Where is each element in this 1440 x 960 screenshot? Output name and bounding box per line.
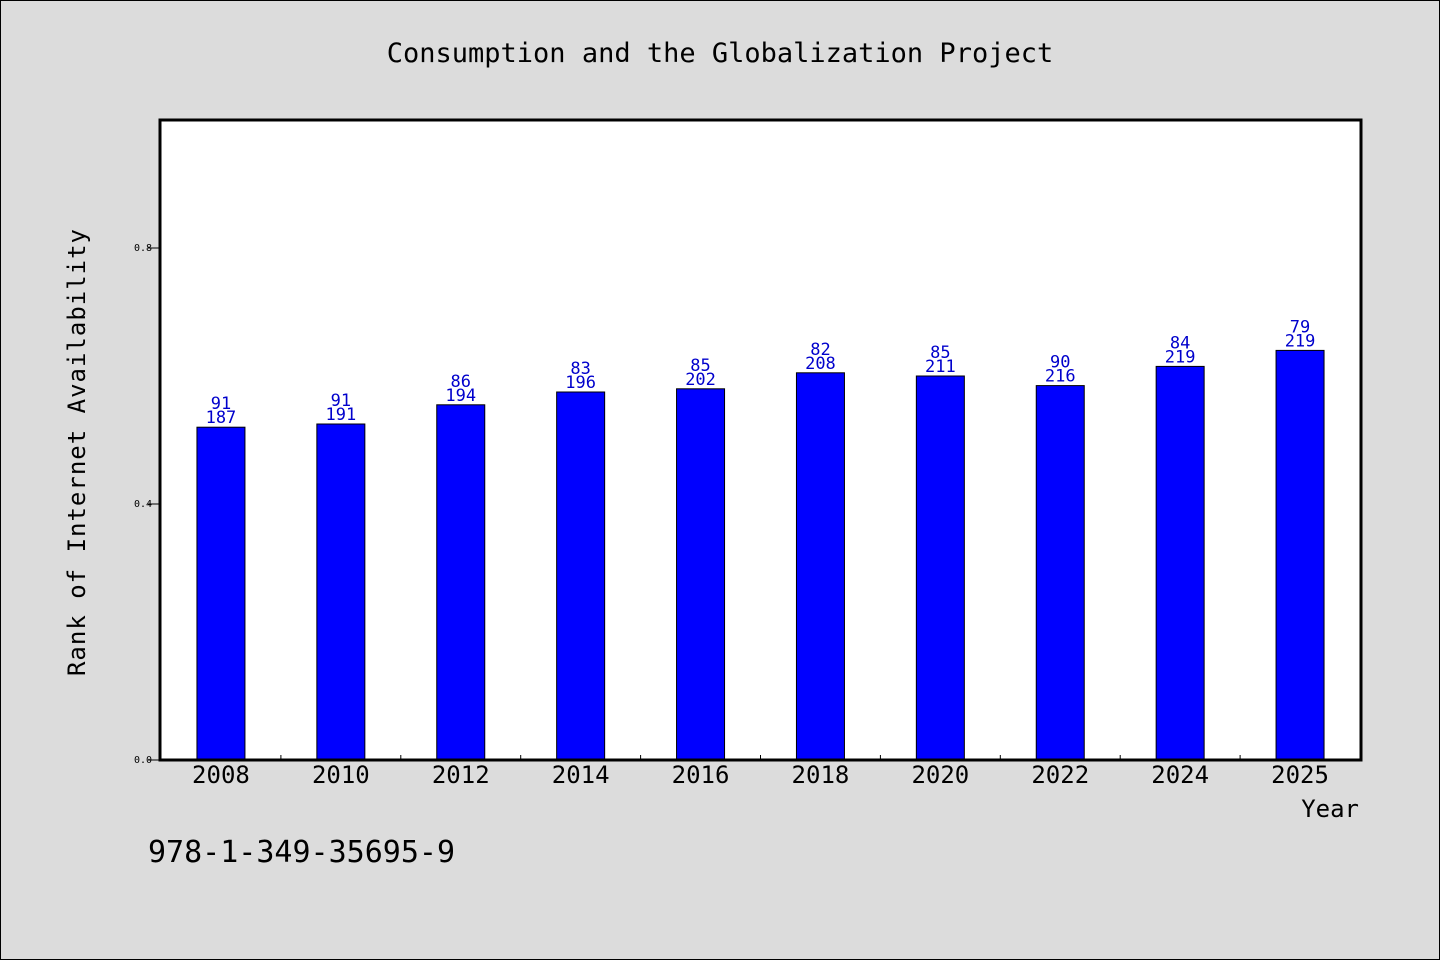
bar-2016 (676, 388, 726, 761)
x-tick-label-2025: 2025 (1271, 761, 1329, 789)
data-label-top-2022: 90 (1050, 353, 1070, 373)
bar-2024 (1155, 365, 1205, 761)
data-label-bottom-2024: 219 (1165, 347, 1196, 367)
x-tick-label-2008: 2008 (192, 761, 250, 789)
bar-2025 (1275, 349, 1325, 761)
x-tick-label-2014: 2014 (552, 761, 610, 789)
y-tick-label-0.4: 0.4 (134, 499, 152, 510)
y-tick-label-0.8: 0.8 (134, 243, 152, 254)
data-label-bottom-2020: 211 (925, 357, 956, 377)
bar-2010 (316, 423, 366, 761)
bar-2008 (196, 426, 246, 761)
data-label-top-2024: 84 (1170, 333, 1190, 353)
x-axis-ticks: 2008 2010 2012 2014 2016 2018 2020 2022 2024 2025 (192, 755, 1329, 789)
data-label-top-2016: 85 (690, 356, 710, 376)
data-label-bottom-2014: 196 (565, 373, 596, 393)
x-axis-label: Year (1301, 795, 1359, 823)
data-label-top-2014: 83 (570, 359, 590, 379)
y-tick-label-0.0: 0.0 (134, 755, 152, 766)
data-label-bottom-2008: 187 (206, 408, 237, 428)
data-label-bottom-2018: 208 (805, 354, 836, 374)
x-tick-label-2020: 2020 (911, 761, 969, 789)
data-label-bottom-2022: 216 (1045, 367, 1076, 387)
data-label-bottom-2016: 202 (685, 370, 716, 390)
data-label-bottom-2025: 219 (1285, 331, 1316, 351)
x-tick-label-2018: 2018 (792, 761, 850, 789)
bar-2014 (556, 391, 606, 761)
data-label-top-2020: 85 (930, 343, 950, 363)
x-tick-label-2022: 2022 (1031, 761, 1089, 789)
isbn-text: 978-1-349-35695-9 (148, 835, 455, 870)
y-axis-ticks: 0.0 0.4 0.8 (134, 243, 160, 766)
data-label-top-2018: 82 (810, 340, 830, 360)
chart-title: Consumption and the Globalization Projec… (387, 38, 1053, 69)
x-tick-label-2010: 2010 (312, 761, 370, 789)
data-label-bottom-2012: 194 (445, 386, 476, 406)
plot-border (158, 118, 1363, 762)
bars-group (196, 349, 1325, 761)
y-axis-label: Rank of Internet Availability (63, 228, 91, 676)
x-tick-label-2024: 2024 (1151, 761, 1209, 789)
x-tick-label-2016: 2016 (672, 761, 730, 789)
data-label-bottom-2010: 191 (325, 405, 356, 425)
data-label-top-2012: 86 (451, 372, 471, 392)
x-tick-label-2012: 2012 (432, 761, 490, 789)
data-label-top-2010: 91 (331, 391, 351, 411)
data-label-top-2025: 79 (1290, 317, 1310, 337)
bar-2020 (915, 375, 965, 761)
bar-2018 (795, 372, 845, 761)
bar-2022 (1035, 385, 1085, 761)
bar-2012 (436, 404, 486, 761)
data-label-top-2008: 91 (211, 394, 231, 414)
